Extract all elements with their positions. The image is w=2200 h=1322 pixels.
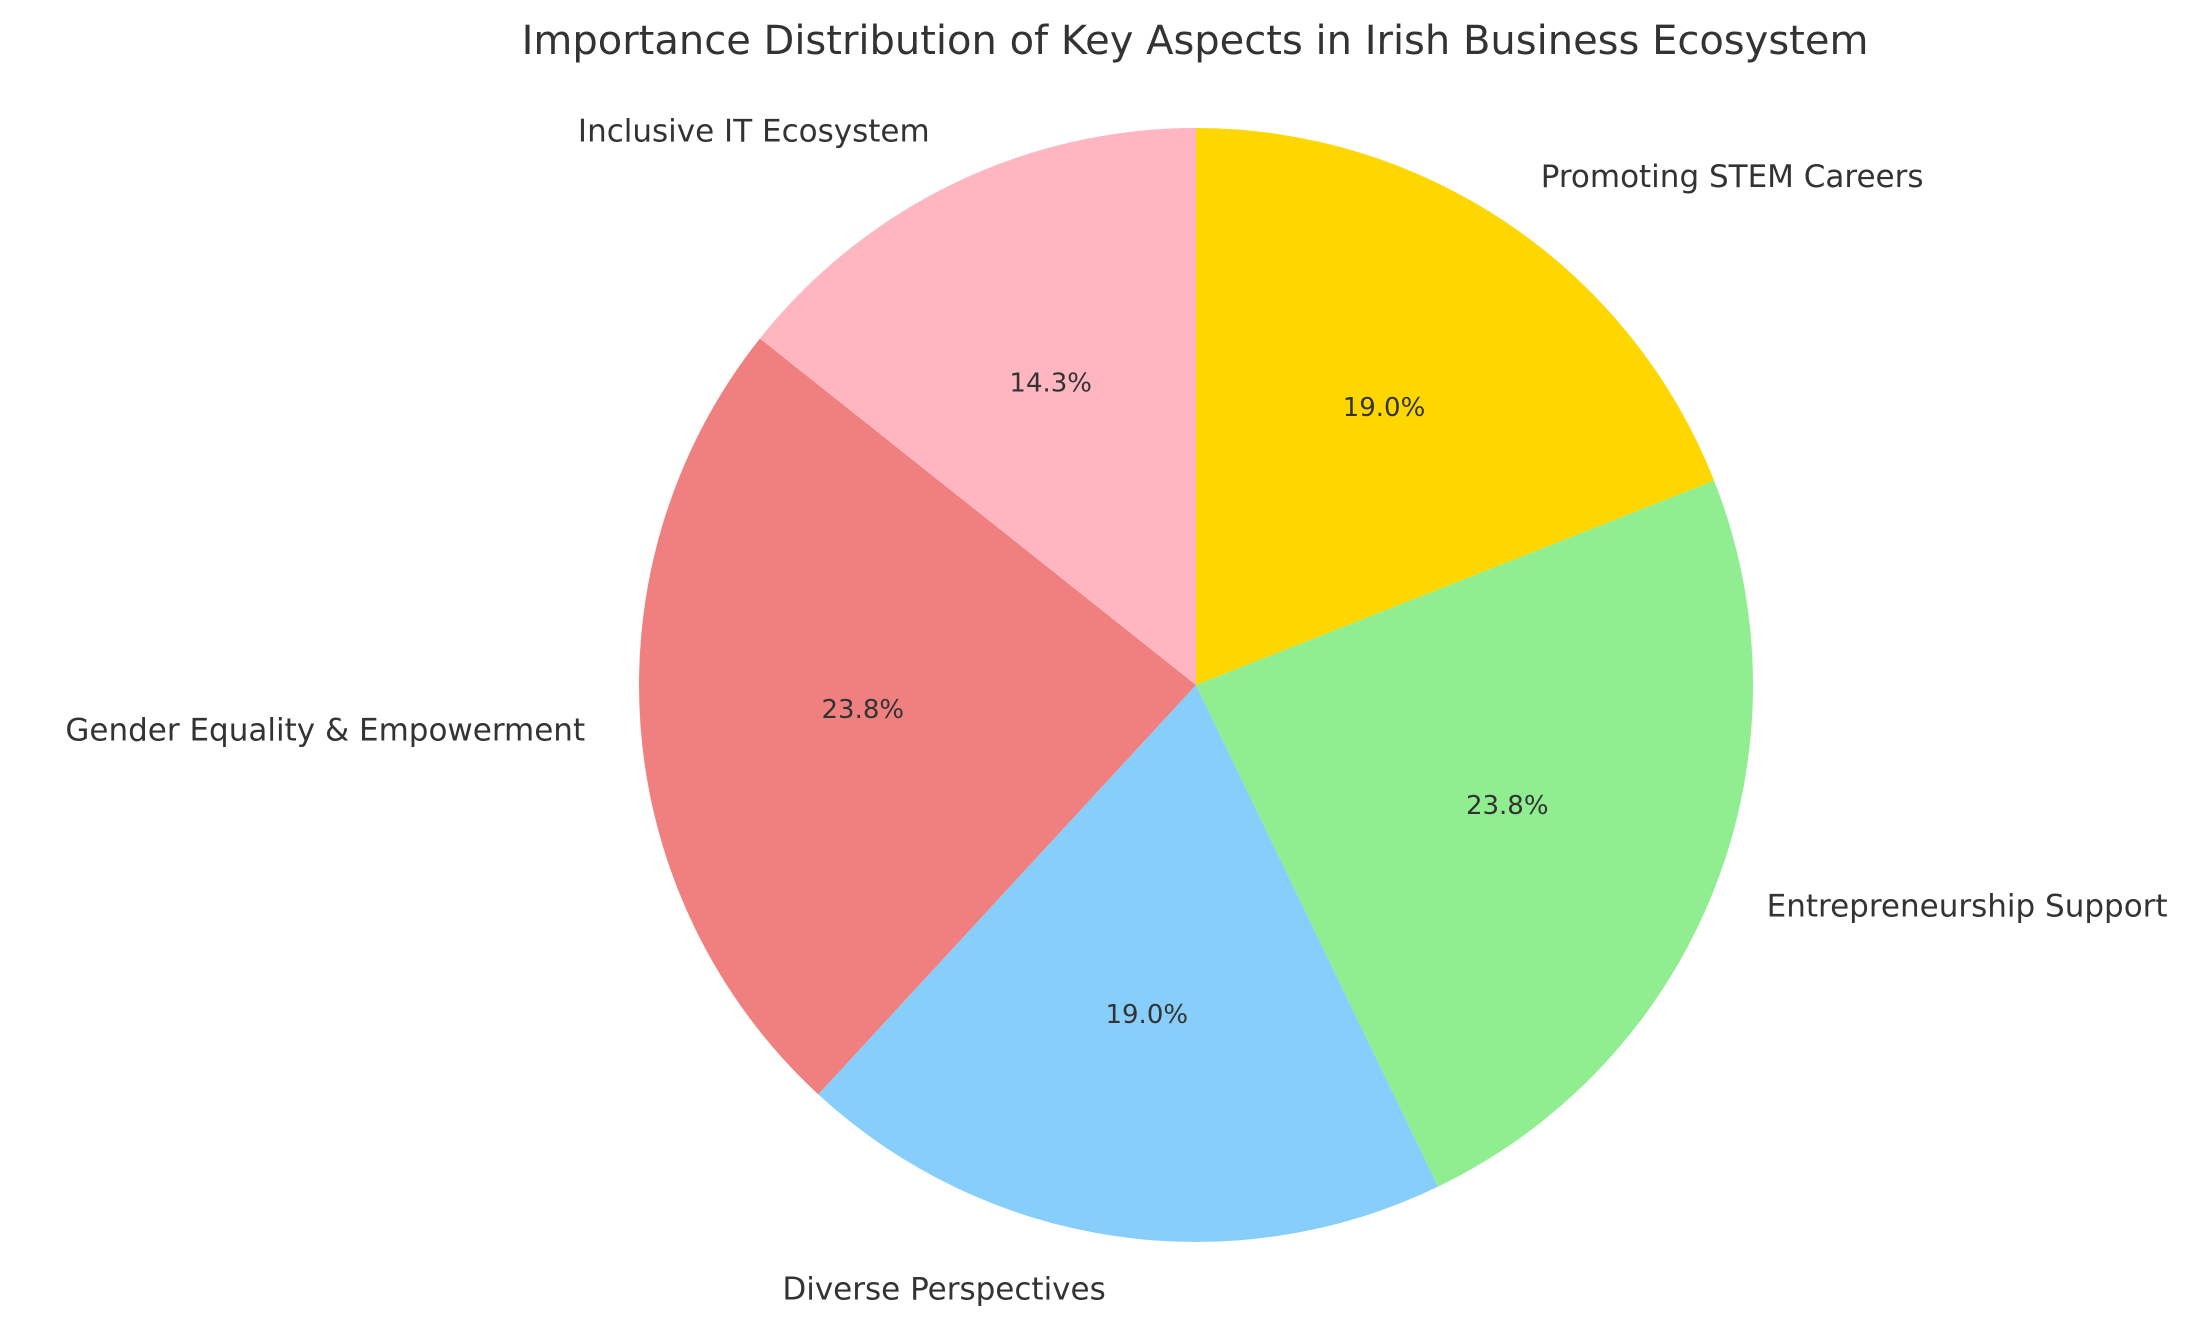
- percent-label-diverse-perspectives: 19.0%: [1105, 1000, 1188, 1030]
- pie-slice-gender-equality-and-empowerment: [638, 338, 1196, 1095]
- slice-label-gender-equality-and-empowerment: Gender Equality & Empowerment: [65, 713, 585, 749]
- pie-slice-entrepreneurship-support: [1196, 480, 1754, 1187]
- slice-label-inclusive-it-ecosystem: Inclusive IT Ecosystem: [578, 114, 930, 150]
- slice-label-promoting-stem-careers: Promoting STEM Careers: [1541, 159, 1924, 195]
- slice-label-diverse-perspectives: Diverse Perspectives: [782, 1272, 1105, 1308]
- pie-slice-promoting-stem-careers: [1196, 128, 1715, 685]
- slice-label-entrepreneurship-support: Entrepreneurship Support: [1767, 889, 2168, 925]
- percent-label-gender-equality-and-empowerment: 23.8%: [821, 695, 904, 725]
- percent-label-promoting-stem-careers: 19.0%: [1343, 393, 1426, 423]
- pie-slices: [638, 127, 1754, 1242]
- percent-label-inclusive-it-ecosystem: 14.3%: [1009, 369, 1092, 399]
- pie-labels: Promoting STEM Careers 19.0% Entrepreneurs…: [65, 114, 2167, 1308]
- pie-slice-diverse-perspectives: [818, 685, 1439, 1242]
- percent-label-entrepreneurship-support: 23.8%: [1466, 791, 1549, 821]
- pie-slice-inclusive-it-ecosystem: [759, 127, 1196, 685]
- chart-title: Importance Distribution of Key Aspects i…: [522, 18, 1869, 64]
